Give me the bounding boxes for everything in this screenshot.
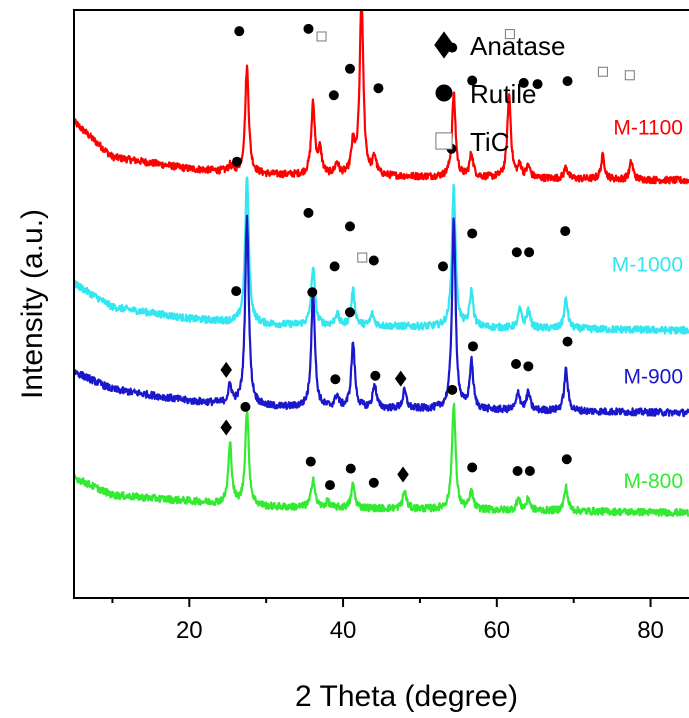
tic-marker bbox=[624, 70, 635, 81]
legend: Anatase Rutile TiC bbox=[434, 31, 565, 157]
rutile-marker bbox=[303, 207, 314, 218]
rutile-marker bbox=[467, 341, 478, 352]
rutile-marker bbox=[524, 247, 535, 258]
rutile-marker bbox=[373, 83, 384, 94]
x-tick-label: 60 bbox=[483, 617, 510, 644]
rutile-marker bbox=[511, 247, 522, 258]
tic-marker bbox=[504, 29, 515, 40]
plot-frame bbox=[73, 9, 689, 599]
series-label-m-1000: M-1000 bbox=[612, 254, 683, 277]
rutile-marker bbox=[438, 261, 448, 272]
series-trace-m-1000 bbox=[75, 176, 689, 335]
y-axis-title: Intensity (a.u.) bbox=[16, 209, 49, 399]
legend-item-rutile: Rutile bbox=[435, 79, 536, 109]
rutile-marker bbox=[368, 255, 379, 266]
rutile-marker bbox=[523, 361, 534, 372]
rutile-marker bbox=[467, 75, 478, 86]
anatase-marker bbox=[394, 370, 407, 387]
series-trace-m-1100 bbox=[75, 11, 689, 185]
rutile-marker bbox=[518, 77, 529, 88]
rutile-marker bbox=[234, 26, 245, 37]
rutile-marker bbox=[512, 465, 523, 476]
anatase-marker bbox=[434, 31, 454, 59]
anatase-marker bbox=[220, 361, 232, 378]
rutile-marker bbox=[511, 358, 522, 369]
rutile-marker bbox=[303, 23, 314, 34]
series-label-m-900: M-900 bbox=[623, 365, 683, 388]
rutile-marker bbox=[560, 226, 571, 237]
rutile-marker bbox=[231, 156, 242, 167]
rutile-marker bbox=[344, 307, 355, 318]
x-axis-ticks: 20 40 60 80 bbox=[111, 598, 664, 644]
x-tick-label: 20 bbox=[176, 617, 203, 644]
rutile-marker bbox=[305, 456, 316, 467]
rutile-marker bbox=[561, 454, 572, 465]
phase-markers bbox=[220, 23, 635, 491]
legend-item-anatase: Anatase bbox=[434, 31, 565, 61]
rutile-marker bbox=[370, 370, 381, 381]
rutile-marker bbox=[467, 462, 478, 473]
rutile-marker bbox=[524, 465, 535, 476]
rutile-marker bbox=[435, 84, 453, 102]
tic-marker bbox=[435, 132, 453, 150]
plot-area bbox=[75, 11, 689, 518]
rutile-marker bbox=[562, 76, 573, 87]
rutile-marker bbox=[231, 286, 242, 297]
series-trace-m-900 bbox=[75, 214, 689, 418]
rutile-marker bbox=[344, 221, 355, 232]
rutile-marker bbox=[307, 287, 318, 298]
rutile-marker bbox=[329, 261, 340, 272]
tic-marker bbox=[357, 252, 368, 263]
x-axis-title: 2 Theta (degree) bbox=[295, 680, 518, 713]
series-labels: M-1100 M-1000 M-900 M-800 bbox=[612, 117, 683, 493]
rutile-marker bbox=[240, 401, 251, 412]
rutile-marker bbox=[467, 228, 478, 239]
rutile-marker bbox=[368, 477, 379, 488]
rutile-marker bbox=[330, 374, 341, 385]
legend-label: Anatase bbox=[470, 31, 565, 61]
rutile-marker bbox=[324, 480, 335, 491]
rutile-marker bbox=[345, 463, 356, 474]
anatase-marker bbox=[397, 466, 409, 483]
series-trace-m-800 bbox=[75, 402, 689, 518]
rutile-marker bbox=[344, 63, 355, 74]
tic-marker bbox=[597, 66, 608, 77]
legend-label: TiC bbox=[470, 127, 509, 157]
rutile-marker bbox=[532, 79, 543, 90]
series-label-m-1100: M-1100 bbox=[613, 117, 683, 140]
legend-item-tic: TiC bbox=[435, 127, 509, 157]
rutile-marker bbox=[447, 384, 458, 395]
tic-marker bbox=[316, 31, 327, 42]
anatase-marker bbox=[220, 419, 232, 436]
rutile-marker bbox=[328, 90, 339, 101]
legend-label: Rutile bbox=[470, 79, 536, 109]
x-tick-label: 80 bbox=[637, 617, 664, 644]
x-tick-label: 40 bbox=[330, 617, 357, 644]
rutile-marker bbox=[562, 336, 573, 347]
series-label-m-800: M-800 bbox=[623, 470, 683, 493]
